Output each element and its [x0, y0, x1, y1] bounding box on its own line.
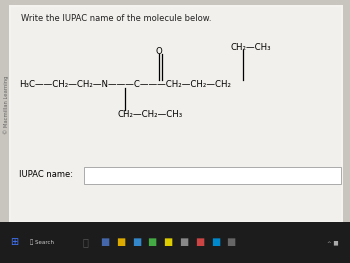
Bar: [9, 5, 343, 222]
Text: © Macmillan Learning: © Macmillan Learning: [4, 76, 9, 134]
Text: ■: ■: [163, 237, 173, 247]
Bar: [0, 222, 350, 263]
Text: Write the IUPAC name of the molecule below.: Write the IUPAC name of the molecule bel…: [21, 14, 211, 23]
Text: ⊞: ⊞: [10, 237, 18, 247]
Text: ■: ■: [148, 237, 157, 247]
Text: ■: ■: [100, 237, 110, 247]
Text: CH₂—CH₃: CH₂—CH₃: [230, 43, 271, 52]
Text: ■: ■: [195, 237, 204, 247]
Text: H₃C——CH₂—CH₂—N———C———CH₂—CH₂—CH₂: H₃C——CH₂—CH₂—N———C———CH₂—CH₂—CH₂: [19, 80, 231, 89]
Text: IUPAC name:: IUPAC name:: [19, 170, 73, 179]
Text: ■: ■: [132, 237, 141, 247]
Text: ■: ■: [226, 237, 236, 247]
Bar: [10, 7, 341, 221]
Text: ^ ■: ^ ■: [327, 240, 338, 245]
Bar: [84, 167, 341, 184]
Text: 🔍 Search: 🔍 Search: [30, 240, 54, 245]
Text: O: O: [156, 47, 163, 56]
Bar: [9, 5, 343, 222]
Text: CH₂—CH₂—CH₃: CH₂—CH₂—CH₃: [117, 110, 182, 119]
Text: ■: ■: [211, 237, 220, 247]
Text: ■: ■: [179, 237, 188, 247]
Text: ⬛: ⬛: [83, 237, 89, 247]
Text: ■: ■: [116, 237, 125, 247]
